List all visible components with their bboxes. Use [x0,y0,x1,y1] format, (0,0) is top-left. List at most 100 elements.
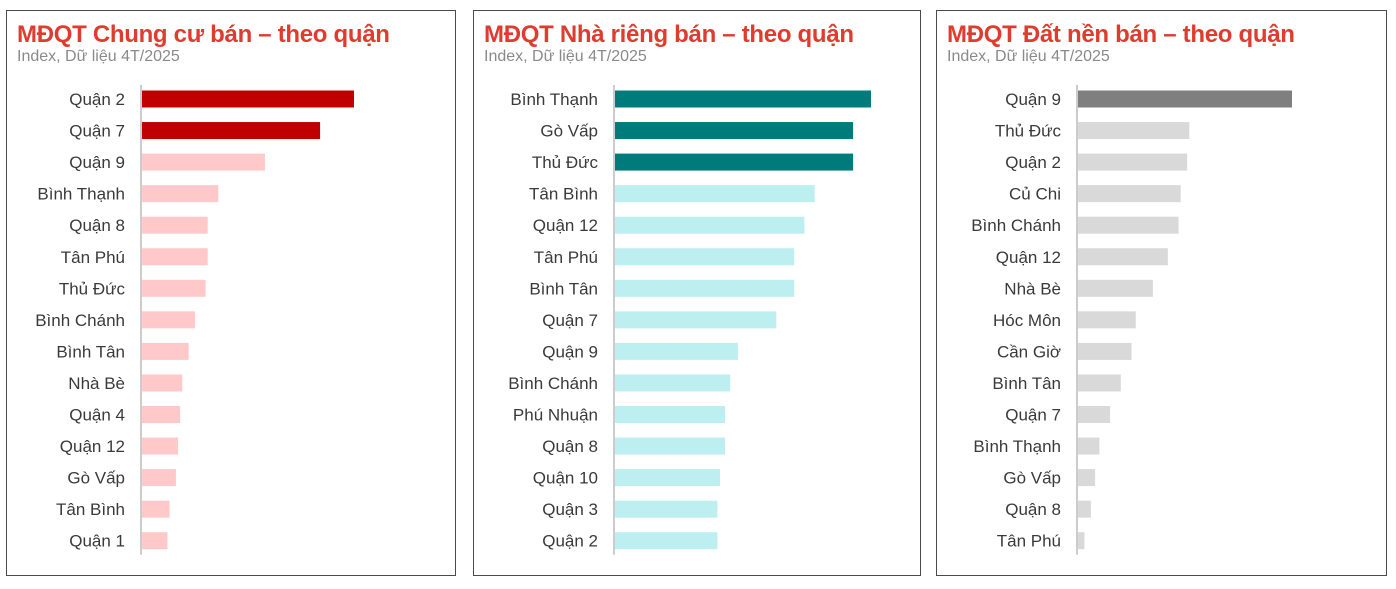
category-label: Quận 3 [542,500,598,519]
bar [1078,185,1181,203]
bar [142,374,183,392]
chart-title: MĐQT Nhà riêng bán – theo quận [484,21,854,48]
bar [1078,248,1168,266]
bar [615,90,871,108]
bar [615,500,718,518]
bar [1078,500,1091,518]
bar [1078,406,1111,423]
category-label: Quận 9 [542,342,598,361]
category-label: Bình Tân [56,342,125,361]
category-label: Bình Chánh [971,216,1061,235]
category-label: Gò Vấp [67,469,125,488]
bar [1078,279,1153,297]
chart-svg: Bình Thạnh Gò Vấp Thủ Đức Tân Bình Quận 12 Tâ… [508,85,871,555]
category-label: Tân Phú [61,248,125,267]
bar [615,532,718,550]
chart-title: MĐQT Đất nền bán – theo quận [947,21,1295,48]
bar [142,122,321,140]
bar [1078,153,1188,171]
chart-panel-land: MĐQT Đất nền bán – theo quận Index, Dữ l… [936,10,1387,576]
category-label: Quận 7 [1005,406,1061,425]
category-label: Quận 7 [69,122,125,141]
category-label: Thủ Đức [995,122,1062,141]
category-label: Tân Phú [534,248,598,267]
bar [615,311,777,329]
category-label: Thủ Đức [59,279,126,298]
bar [142,437,179,455]
category-label: Gò Vấp [1003,469,1061,488]
bar [142,216,208,234]
bar [615,279,795,297]
category-label: Quận 9 [69,153,125,172]
category-label: Quận 10 [533,469,598,488]
category-label: Bình Chánh [508,374,598,393]
bar [142,500,170,518]
category-label: Quận 9 [1005,90,1061,109]
bar [142,342,189,360]
category-label: Bình Tân [529,279,598,298]
bar [1078,469,1096,487]
category-label: Nhà Bè [1004,279,1061,298]
category-label: Bình Thạnh [37,185,125,204]
bar [615,122,854,140]
chart-subtitle: Index, Dữ liệu 4T/2025 [484,48,647,65]
category-label: Bình Thạnh [973,437,1061,456]
category-label: Quận 12 [60,437,125,456]
bar [142,90,354,108]
chart-svg: Quận 2 Quận 7 Quận 9 Bình Thạnh Quận 8 Tân Ph… [35,85,354,555]
category-label: Quận 12 [533,216,598,235]
bar [1078,216,1179,234]
category-label: Quận 2 [542,532,598,551]
chart-svg: Quận 9 Thủ Đức Quận 2 Củ Chi Bình Chánh Quận … [971,85,1292,555]
category-label: Bình Thạnh [510,90,598,109]
bar [142,185,219,203]
category-label: Tân Bình [56,500,125,519]
bar [142,153,265,171]
bar [615,216,805,234]
bar [1078,374,1121,392]
category-label: Quận 4 [69,406,125,425]
bar [1078,122,1190,140]
bar [615,469,720,487]
category-label: Quận 1 [69,532,125,551]
bar [615,342,738,360]
category-label: Tân Bình [529,185,598,204]
bar [615,248,795,266]
category-label: Nhà Bè [68,374,125,393]
category-label: Quận 2 [69,90,125,109]
category-label: Quận 2 [1005,153,1061,172]
bar [615,406,726,423]
bar [142,532,168,550]
category-label: Gò Vấp [540,122,598,141]
bar [1078,437,1100,455]
category-label: Bình Tân [992,374,1061,393]
category-label: Tân Phú [997,532,1061,551]
bar [1078,311,1136,329]
category-label: Hóc Môn [993,311,1061,330]
chart-panel-apartment: MĐQT Chung cư bán – theo quận Index, Dữ … [6,10,456,576]
category-label: Thủ Đức [532,153,599,172]
chart-subtitle: Index, Dữ liệu 4T/2025 [947,48,1110,65]
category-label: Quận 12 [996,248,1061,267]
bar [615,374,731,392]
chart-panel-house: MĐQT Nhà riêng bán – theo quận Index, Dữ… [473,10,921,576]
bar [142,406,181,423]
bar [1078,342,1132,360]
bar [142,279,206,297]
category-label: Quận 8 [1005,500,1061,519]
bar [1078,90,1292,108]
bar [1078,532,1085,550]
category-label: Cần Giờ [997,342,1061,361]
category-label: Bình Chánh [35,311,125,330]
category-label: Củ Chi [1009,185,1061,204]
bar [615,185,815,203]
category-label: Quận 8 [69,216,125,235]
category-label: Quận 7 [542,311,598,330]
bar [142,311,195,329]
category-label: Phú Nhuận [513,406,598,425]
chart-title: MĐQT Chung cư bán – theo quận [17,21,390,48]
bar [615,153,854,171]
bar [142,469,176,487]
chart-subtitle: Index, Dữ liệu 4T/2025 [17,48,180,65]
bar [615,437,726,455]
